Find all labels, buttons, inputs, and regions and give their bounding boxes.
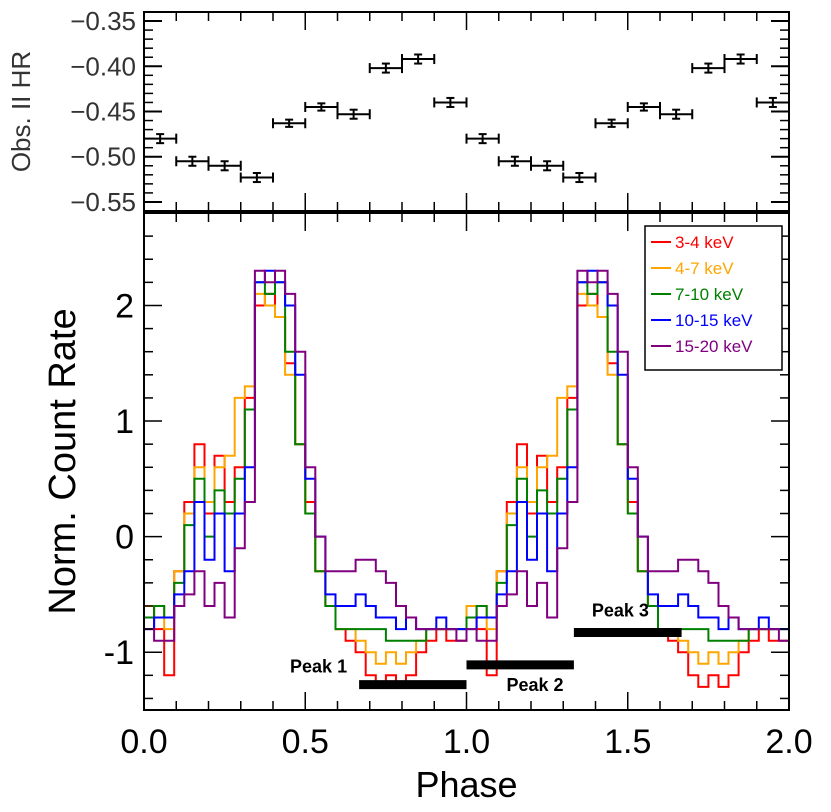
pp-xtick-label: 2.0: [765, 723, 812, 761]
hr-point: [304, 101, 339, 112]
hardness-ratio-frame: [143, 11, 790, 212]
legend-item: 10-15 keV: [651, 311, 753, 330]
pp-xtick-label: 0.0: [120, 723, 167, 761]
peak-bar: Peak 3: [573, 601, 682, 638]
pp-ytick-label: 0: [115, 519, 134, 557]
pp-xtick-label: 0.5: [282, 723, 329, 761]
peak-bar: Peak 1: [290, 657, 467, 690]
hr-point: [239, 172, 274, 184]
hardness-ratio-panel: −0.35 −0.40 −0.45 −0.50 −0.55 Obs. II HR: [6, 6, 790, 217]
svg-text:15-20 keV: 15-20 keV: [675, 337, 753, 356]
hr-point: [336, 108, 371, 120]
hr-point: [626, 101, 661, 112]
hr-point: [755, 96, 789, 108]
peak-bar: Peak 2: [466, 660, 574, 695]
hr-point: [207, 160, 242, 172]
hr-ytick-label: −0.45: [70, 97, 136, 127]
hr-point: [723, 53, 758, 65]
pulse-profile-ylabel: Norm. Count Rate: [42, 308, 84, 614]
hr-ytick-label: −0.40: [70, 51, 136, 81]
hr-point: [530, 160, 565, 172]
hr-point: [497, 155, 532, 167]
hr-point: [691, 62, 726, 74]
pp-xtick-label: 1.0: [443, 723, 490, 761]
peak-bar-label: Peak 3: [592, 601, 649, 621]
svg-text:10-15 keV: 10-15 keV: [675, 311, 753, 330]
hr-point: [594, 118, 629, 129]
pulse-profile-frame: [143, 212, 790, 711]
hr-point: [465, 133, 500, 145]
hardness-ratio-points: [143, 53, 789, 184]
pp-ytick-label: -1: [104, 634, 134, 672]
hr-point: [143, 133, 178, 145]
hr-ytick-label: −0.50: [70, 142, 136, 172]
hr-point: [401, 53, 436, 65]
peak-bars: Peak 1 Peak 2 Peak 3: [290, 601, 682, 695]
peak-bar-label: Peak 2: [507, 675, 564, 695]
hardness-ratio-ticks: −0.35 −0.40 −0.45 −0.50 −0.55: [70, 6, 790, 217]
pp-ytick-label: 2: [115, 287, 134, 325]
legend-item: 4-7 keV: [651, 259, 734, 278]
hr-point: [562, 172, 597, 184]
pulse-profile-xlabel: Phase: [415, 764, 517, 805]
hr-point: [433, 96, 468, 108]
hr-ytick-label: −0.55: [70, 187, 136, 217]
svg-text:4-7 keV: 4-7 keV: [675, 259, 734, 278]
series-15-20-keV: [144, 269, 789, 642]
legend-item: 15-20 keV: [651, 337, 753, 356]
peak-bar-label: Peak 1: [290, 657, 347, 677]
pp-ytick-label: 1: [115, 403, 134, 441]
hr-point: [368, 62, 403, 74]
hr-point: [659, 108, 694, 120]
legend-item: 3-4 keV: [651, 233, 734, 252]
svg-text:7-10 keV: 7-10 keV: [675, 285, 744, 304]
hr-point: [272, 118, 307, 129]
hr-ytick-label: −0.35: [70, 6, 136, 36]
pp-xtick-label: 1.5: [604, 723, 651, 761]
hr-point: [175, 155, 210, 167]
legend-item: 7-10 keV: [651, 285, 744, 304]
svg-text:3-4 keV: 3-4 keV: [675, 233, 734, 252]
legend: 3-4 keV 4-7 keV 7-10 keV 10-15 keV 15-20 keV: [644, 225, 783, 371]
hardness-ratio-ylabel: Obs. II HR: [6, 51, 36, 172]
